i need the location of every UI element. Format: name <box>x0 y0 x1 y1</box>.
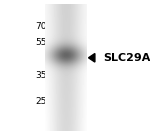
Text: 55-: 55- <box>35 38 50 47</box>
Polygon shape <box>88 53 95 62</box>
Text: 70-: 70- <box>35 22 50 31</box>
Text: SLC29A2: SLC29A2 <box>104 53 150 63</box>
Text: 35-: 35- <box>35 71 50 80</box>
Bar <box>54 19 86 117</box>
Text: 25-: 25- <box>36 97 50 106</box>
